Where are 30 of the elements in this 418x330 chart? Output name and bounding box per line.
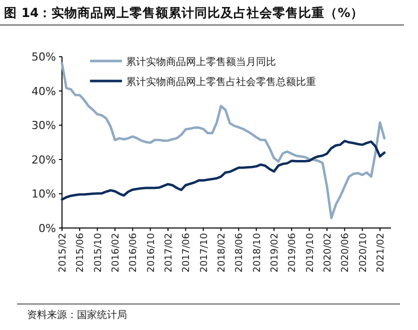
- x-tick-label: 2017/10: [198, 233, 210, 272]
- x-tick-label: 2019/10: [304, 233, 316, 272]
- chart-title: 图 14：实物商品网上零售额累计同比及占社会零售比重（%）: [4, 5, 364, 20]
- y-tick-label: 20%: [32, 153, 56, 166]
- x-tick-label: 2016/02: [110, 233, 122, 272]
- x-tick-label: 2016/06: [128, 233, 140, 272]
- x-tick-label: 2019/06: [287, 233, 298, 272]
- x-tick-label: 2019/02: [269, 233, 280, 272]
- x-tick-label: 2016/10: [146, 233, 157, 272]
- y-tick-label: 50%: [32, 50, 56, 64]
- x-tick-label: 2018/10: [252, 233, 263, 272]
- x-tick-label: 2017/02: [163, 233, 174, 272]
- x-tick-label: 2015/02: [58, 233, 68, 272]
- x-tick-label: 2020/02: [322, 233, 334, 272]
- x-tick-label: 2018/06: [234, 233, 246, 272]
- y-tick-label: 10%: [32, 188, 56, 201]
- x-tick-label: 2015/10: [92, 233, 104, 272]
- legend-label: 累计实物商品网上零售占社会零售总额比重: [126, 76, 316, 88]
- x-tick-label: 2021/02: [375, 233, 386, 272]
- line-series: [60, 140, 386, 201]
- x-tick-label: 2015/06: [75, 233, 86, 272]
- y-tick-label: 30%: [32, 119, 56, 132]
- text: 资料来源：国家统计局: [27, 309, 127, 321]
- x-tick-label: 2020/10: [358, 233, 369, 272]
- x-tick-label: 2017/06: [181, 233, 192, 272]
- y-tick-label: 0%: [38, 222, 56, 235]
- x-tick-label: 2018/02: [216, 233, 228, 272]
- x-tick-label: 2020/06: [340, 233, 352, 272]
- legend-label: 累计实物商品网上零售额当月同比: [126, 56, 276, 68]
- y-tick-label: 40%: [32, 84, 56, 98]
